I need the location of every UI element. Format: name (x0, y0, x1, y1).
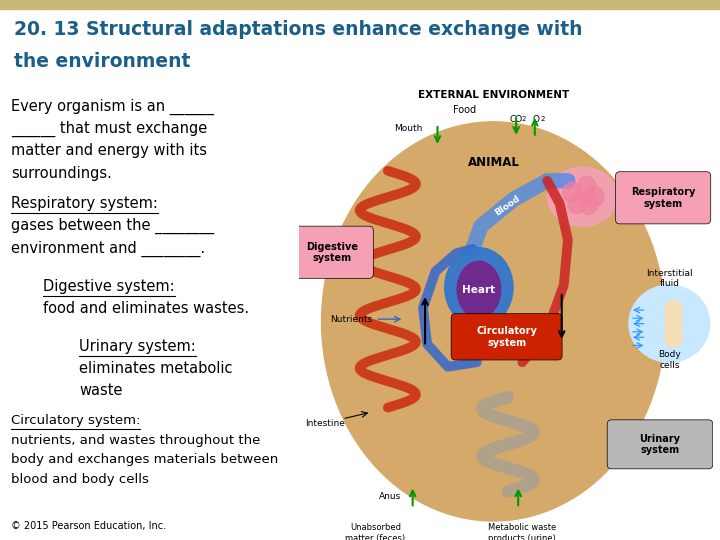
Bar (0, 0, 720, 9)
Ellipse shape (445, 248, 513, 327)
Text: Respiratory system:: Respiratory system: (11, 196, 158, 211)
Ellipse shape (629, 285, 710, 362)
Text: 2: 2 (521, 116, 526, 122)
Circle shape (577, 176, 595, 196)
FancyBboxPatch shape (607, 420, 713, 469)
Text: Food: Food (453, 105, 476, 116)
Circle shape (665, 300, 683, 320)
Text: Interstitial
fluid: Interstitial fluid (646, 268, 693, 288)
Text: matter and energy with its: matter and energy with its (11, 144, 207, 158)
Circle shape (585, 187, 604, 207)
Text: Heart: Heart (462, 285, 495, 295)
Ellipse shape (547, 167, 618, 226)
Text: waste: waste (79, 383, 122, 399)
Text: nutrients, and wastes throughout the: nutrients, and wastes throughout the (11, 434, 260, 447)
Circle shape (665, 314, 683, 334)
Text: Body
cells: Body cells (658, 350, 680, 370)
Text: 20. 13 Structural adaptations enhance exchange with: 20. 13 Structural adaptations enhance ex… (14, 21, 583, 39)
Ellipse shape (457, 261, 500, 318)
Text: CO: CO (510, 115, 523, 124)
Text: Urinary
system: Urinary system (639, 434, 680, 455)
Text: Unabsorbed
matter (feces): Unabsorbed matter (feces) (346, 523, 405, 540)
Text: Nutrients: Nutrients (330, 315, 372, 323)
Text: eliminates metabolic: eliminates metabolic (79, 361, 233, 376)
Text: Every organism is an ______: Every organism is an ______ (11, 99, 214, 115)
Text: Anus: Anus (379, 491, 401, 501)
Text: ANIMAL: ANIMAL (467, 156, 519, 169)
Text: food and eliminates wastes.: food and eliminates wastes. (43, 301, 249, 316)
Text: Intestine: Intestine (305, 419, 345, 428)
Bar (0, 78, 313, 540)
Circle shape (665, 327, 683, 347)
Text: O: O (533, 115, 540, 124)
FancyBboxPatch shape (291, 226, 373, 278)
Text: Urinary system:: Urinary system: (79, 339, 196, 354)
Circle shape (563, 182, 581, 202)
Text: Circulatory
system: Circulatory system (476, 326, 537, 348)
Text: ______ that must exchange: ______ that must exchange (11, 122, 207, 138)
Text: EXTERNAL ENVIRONMENT: EXTERNAL ENVIRONMENT (418, 90, 569, 99)
FancyBboxPatch shape (616, 172, 711, 224)
Text: the environment: the environment (14, 52, 191, 71)
Text: Blood: Blood (494, 194, 522, 218)
Text: Respiratory
system: Respiratory system (631, 187, 696, 209)
Text: Mouth: Mouth (395, 124, 423, 133)
Text: © 2015 Pearson Education, Inc.: © 2015 Pearson Education, Inc. (11, 521, 166, 531)
Text: Circulatory system:: Circulatory system: (11, 414, 140, 428)
Text: Metabolic waste
products (urine): Metabolic waste products (urine) (488, 523, 557, 540)
Circle shape (568, 193, 586, 213)
Text: Digestive system:: Digestive system: (43, 279, 175, 294)
Text: Digestive
system: Digestive system (306, 242, 358, 264)
Text: gases between the ________: gases between the ________ (11, 218, 214, 234)
Text: body and exchanges materials between: body and exchanges materials between (11, 453, 278, 466)
FancyBboxPatch shape (451, 314, 562, 360)
Text: 2: 2 (540, 116, 544, 122)
Text: environment and ________.: environment and ________. (11, 240, 205, 256)
Circle shape (580, 194, 598, 214)
Ellipse shape (322, 122, 665, 521)
Text: blood and body cells: blood and body cells (11, 472, 148, 485)
Text: surroundings.: surroundings. (11, 166, 112, 180)
